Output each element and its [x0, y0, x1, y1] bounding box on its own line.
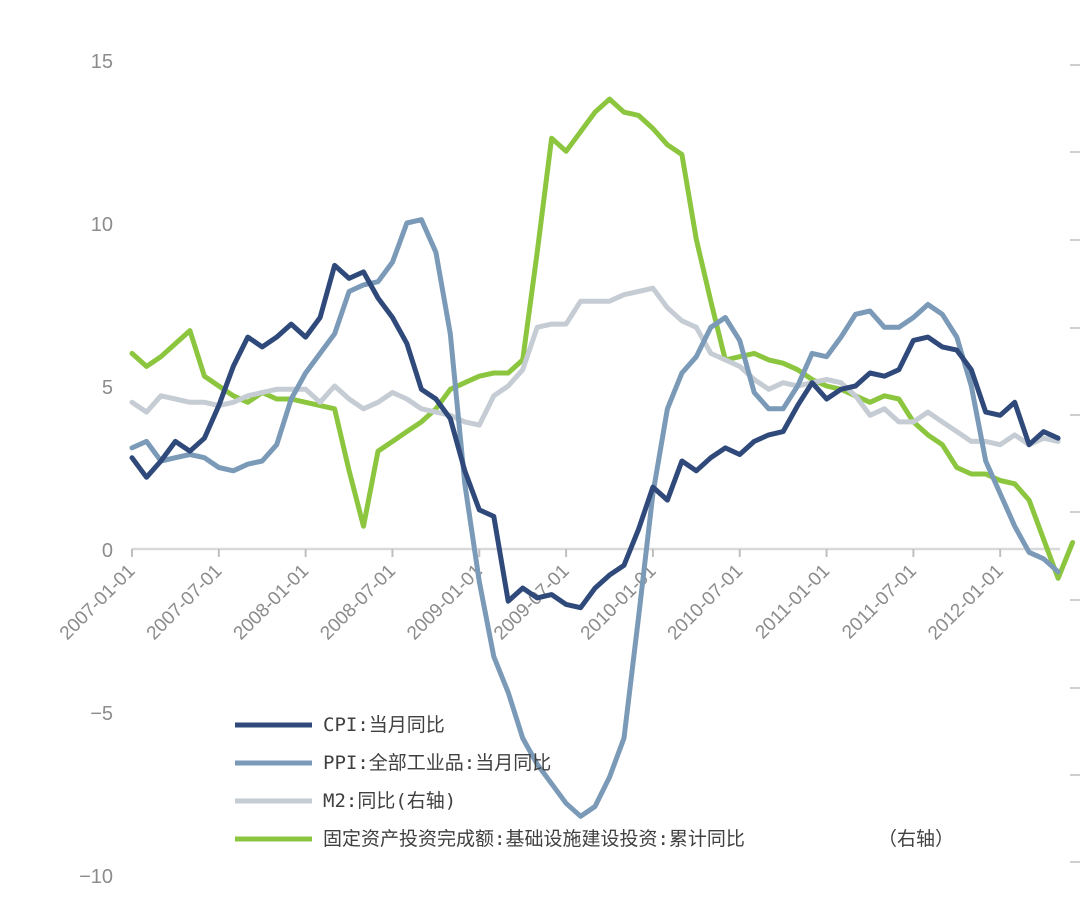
legend: CPI:当月同比 PPI:全部工业品:当月同比 M2:同比(右轴) 固定资产投资…	[235, 714, 954, 850]
series-line-0	[129, 262, 1061, 611]
legend-label-ppi: PPI:全部工业品:当月同比	[323, 752, 551, 774]
x-tick-label: 2007-01-01	[56, 561, 140, 645]
x-tick-label: 2010-07-01	[664, 561, 748, 645]
right-y-axis	[1070, 64, 1080, 863]
y-tick-label: 15	[91, 51, 113, 73]
series-line-1	[129, 217, 1061, 819]
x-tick-label: 2011-07-01	[838, 561, 921, 644]
legend-label-cpi: CPI:当月同比	[323, 714, 445, 736]
x-tick-label: 2009-01-01	[403, 561, 487, 645]
y-tick-label: 10	[91, 214, 113, 236]
y-tick-label: 0	[102, 540, 113, 562]
x-tick-label: 2008-01-01	[230, 561, 314, 645]
y-tick-label: −10	[79, 866, 113, 888]
x-tick-label: 2007-07-01	[143, 561, 227, 645]
legend-right-axis-note: （右轴）	[878, 828, 954, 850]
x-tick-label: 2008-07-01	[316, 561, 400, 645]
x-tick-label: 2012-01-01	[924, 561, 1008, 645]
y-tick-label: −5	[90, 703, 113, 725]
series-layer	[129, 96, 1076, 819]
legend-label-m2: M2:同比(右轴)	[323, 790, 456, 812]
x-tick-label: 2011-01-01	[752, 561, 835, 644]
legend-label-infra: 固定资产投资完成额:基础设施建设投资:累计同比	[323, 828, 745, 850]
series-line-2	[129, 285, 1061, 448]
y-tick-label: 5	[102, 377, 113, 399]
x-tick-label: 2010-01-01	[577, 561, 661, 645]
left-y-axis: 15 10 5 0 −5 −10	[79, 51, 113, 888]
